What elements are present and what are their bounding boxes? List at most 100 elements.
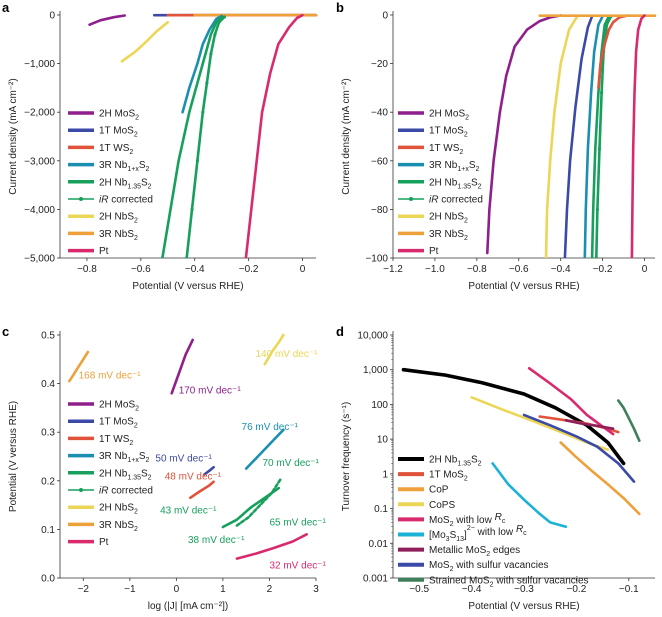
ir-marker (595, 207, 599, 211)
slope-annotation: 50 mV dec⁻¹ (155, 453, 212, 464)
legend-label: 1T MoS2 (429, 126, 468, 139)
series-line-3r-nb1-xs2 (244, 428, 285, 470)
legend-item: 3R Nb1+xS2 (68, 451, 150, 464)
series-line-2h-nb1-35s2 (161, 15, 223, 258)
slope-annotation: 168 mV dec⁻¹ (79, 371, 142, 382)
series-line-1t-mos2 (203, 465, 215, 476)
legend-item: 1T MoS2 (398, 470, 468, 483)
x-tick-label: −1.2 (383, 264, 403, 275)
legend-item: CoPS (398, 500, 455, 511)
panel-a: a −0.8 −0.6 −0.4 −0.2 0 0 −1,000 −2,000 −3,000 −4,… (2, 0, 318, 292)
legend-label: 3R Nb1+xS2 (99, 160, 150, 173)
legend-label: iR corrected (99, 486, 153, 497)
legend-item: Pt (398, 246, 439, 257)
legend-item: 1T WS2 (398, 143, 463, 156)
x-tick-label: −0.8 (467, 264, 487, 275)
legend-item: 2H MoS2 (68, 400, 139, 413)
legend-item: 3R NbS2 (68, 229, 138, 242)
x-tick-label: 0 (300, 264, 306, 275)
y-tick-label: −40 (371, 108, 388, 119)
legend-label: 1T WS2 (99, 434, 133, 447)
legend-label: Pt (99, 246, 109, 257)
legend-item: Pt (68, 246, 109, 257)
legend-label: 1T WS2 (429, 143, 463, 156)
legend-item: 3R Nb1+xS2 (68, 160, 150, 173)
legend-label: 2H Nb1.35S2 (429, 177, 482, 190)
legend-item: 1T WS2 (68, 143, 133, 156)
legend-item: 2H Nb1.35S2 (398, 455, 482, 468)
legend-item: 2H Nb1.35S2 (68, 468, 152, 481)
legend-item: 3R NbS2 (398, 229, 468, 242)
y-tick-label: −60 (371, 156, 388, 167)
series-line-pt (244, 13, 304, 258)
y-tick-label: −100 (365, 254, 388, 265)
legend-item: 1T WS2 (68, 434, 133, 447)
y-axis-label: Potential (V versus RHE) (8, 401, 19, 512)
series-line-2h-nbs2 (263, 333, 285, 366)
x-tick-label: −0.4 (185, 264, 205, 275)
y-axis-label: Current density (mA cm⁻²) (8, 78, 19, 194)
legend-label: 2H MoS2 (99, 400, 139, 413)
slope-annotation: 76 mV dec⁻¹ (242, 422, 299, 433)
series-line--mo3s13-2-with-low-rc (491, 462, 568, 529)
ir-marker (185, 256, 189, 258)
y-tick-label: 0 (49, 11, 55, 22)
x-tick-label: 2 (267, 584, 273, 595)
legend-item: Metallic MoS2 edges (398, 545, 520, 558)
panel-b: b −1.2 −1.0 −0.8 −0.6 −0.4 −0.2 0 0 −20 −40 −60 −80 −… (336, 0, 657, 292)
legend-marker (79, 488, 83, 492)
ir-marker (195, 159, 200, 163)
slope-annotation: 170 mV dec⁻¹ (179, 385, 242, 396)
legend-label: 2H MoS2 (429, 109, 469, 122)
y-tick-label: 0.01 (369, 539, 389, 550)
legend-label: [Mo3S13]2− with low Rc (429, 524, 527, 543)
slope-annotation: 43 mV dec⁻¹ (160, 505, 217, 516)
legend-label: 2H Nb1.35S2 (429, 455, 482, 468)
y-tick-label: 0.3 (41, 428, 55, 439)
panel-letter-a: a (2, 0, 10, 15)
y-tick-label: −1,000 (24, 59, 55, 70)
legend-item: CoP (398, 485, 449, 496)
x-axis-label: Potential (V versus RHE) (468, 281, 579, 292)
y-tick-label: −3,000 (24, 156, 55, 167)
x-tick-label: −0.8 (77, 264, 97, 275)
legend-item: 1T MoS2 (398, 126, 468, 139)
legend-item: iR corrected (68, 195, 153, 206)
series-line-cop (559, 441, 641, 516)
x-tick-label: 3 (313, 584, 319, 595)
legend-item: iR corrected (68, 486, 153, 497)
series-line-metallic-mos2-edges (564, 418, 615, 431)
legend-label: iR corrected (99, 195, 153, 206)
ir-marker (599, 91, 604, 95)
legend-item: Pt (68, 537, 109, 548)
panel-letter-c: c (2, 324, 9, 339)
legend-label: 2H Nb1.35S2 (99, 468, 152, 481)
y-tick-label: 10,000 (357, 331, 388, 342)
slope-annotation: 38 mV dec⁻¹ (188, 535, 245, 546)
x-tick-label: 1 (220, 584, 226, 595)
x-tick-label: −0.2 (567, 584, 587, 595)
y-tick-label: 1 (382, 469, 388, 480)
series-line-mos2-with-sulfur-vacancies (522, 413, 636, 483)
ir-marker (222, 15, 226, 19)
slope-annotation: 70 mV dec⁻¹ (262, 458, 319, 469)
series-line-pt (630, 14, 646, 258)
series-line-2h-mos2 (485, 14, 563, 255)
series-line-2h-nb1-35s2 (590, 14, 611, 258)
legend-label: Pt (99, 537, 109, 548)
legend-label: 2H NbS2 (99, 503, 138, 516)
legend-item: MoS2 with low Rc (398, 512, 506, 528)
series-line-2h-nbs2 (544, 14, 579, 258)
ir-marker (594, 256, 598, 258)
ir-marker (201, 110, 205, 114)
y-tick-label: 10 (377, 435, 389, 446)
x-tick-label: −0.4 (462, 584, 482, 595)
series-line-2h-mos2 (88, 14, 126, 27)
x-tick-label: −0.6 (509, 264, 529, 275)
legend-label: 2H NbS2 (429, 212, 468, 225)
x-axis-label: log (|J| [mA cm⁻²]) (148, 601, 228, 612)
legend-item: [Mo3S13]2− with low Rc (398, 524, 527, 543)
series-line-3r-nb1-xs2 (583, 14, 604, 258)
x-axis-label: Potential (V versus RHE) (468, 601, 579, 612)
series-line-2h-nb1-35s2 (401, 367, 626, 466)
